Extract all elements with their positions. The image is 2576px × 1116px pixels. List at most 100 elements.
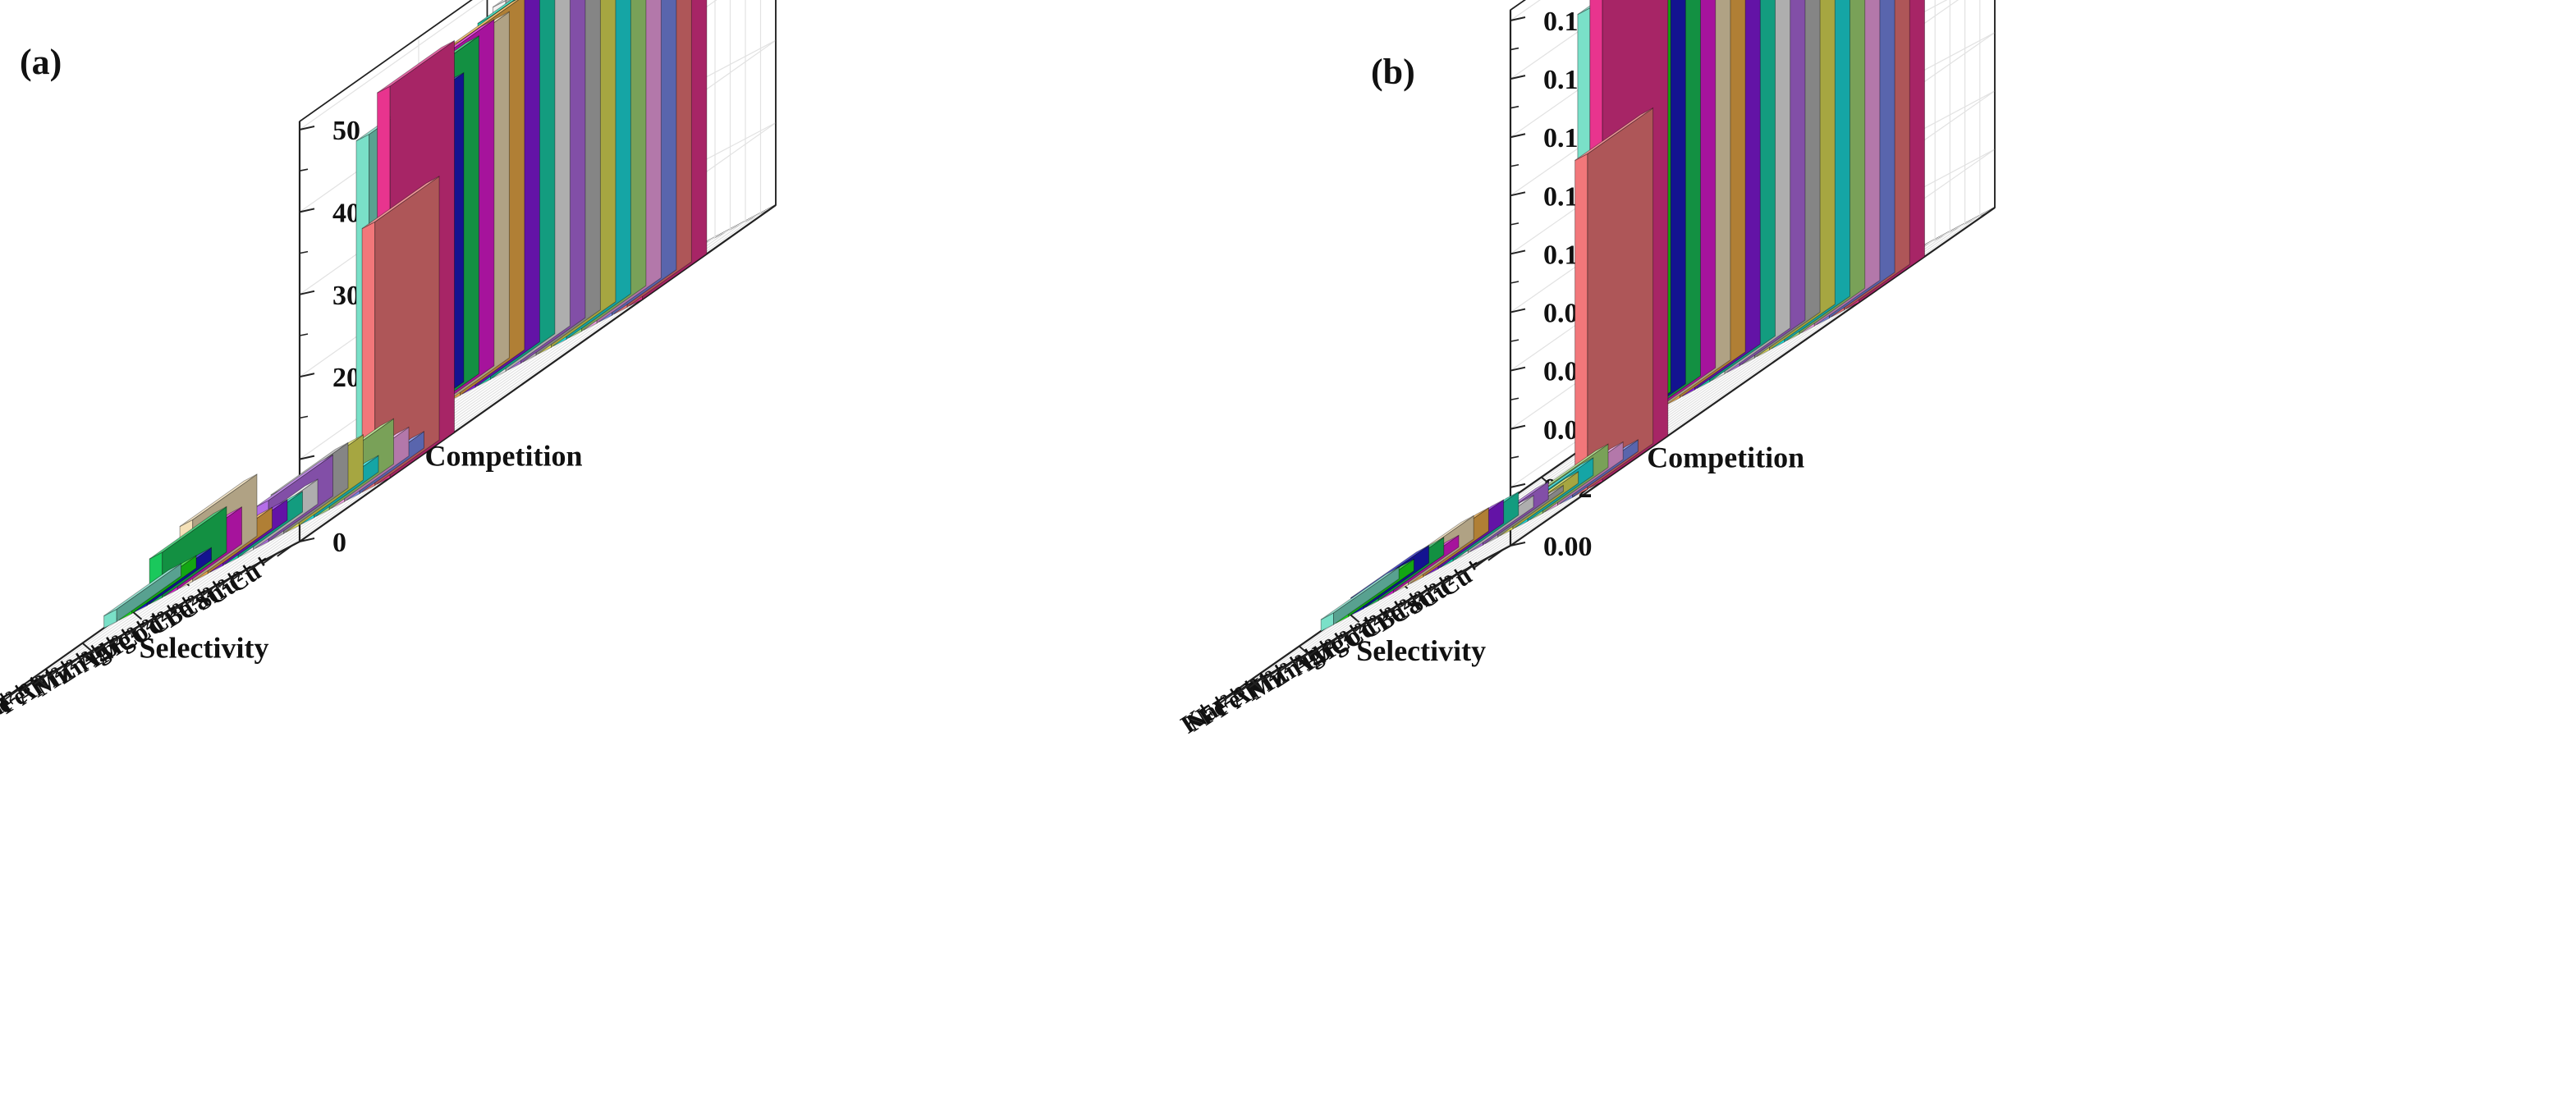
- value-tick: [1510, 542, 1526, 547]
- category-tick: [18, 680, 34, 693]
- bar-top-face: [1574, 107, 1653, 161]
- value-tick: [1510, 133, 1526, 139]
- bar-top-face: [270, 442, 349, 496]
- axis-line: [1510, 207, 1996, 547]
- bar-selectivity-18: [1320, 566, 1400, 633]
- category-tick: [1413, 588, 1429, 601]
- category-tick: [1218, 692, 1235, 705]
- category-tick: [1442, 573, 1459, 585]
- value-minor-tick: [1510, 163, 1519, 167]
- category-tick: [1293, 652, 1309, 665]
- value-minor-tick: [1510, 281, 1519, 284]
- category-tick: [261, 552, 277, 565]
- category-tick: [1249, 676, 1265, 688]
- bar-front-face: [1574, 153, 1588, 497]
- bar-side-face: [1587, 107, 1654, 491]
- value-tick: [1510, 249, 1526, 255]
- category-tick: [186, 592, 202, 606]
- category-tick: [216, 577, 232, 589]
- category-tick: [1278, 660, 1295, 673]
- bar-top-face: [477, 0, 516, 24]
- depth-tick: [81, 642, 95, 654]
- bar-top-face: [255, 454, 333, 508]
- panel-b: (b) 0.000.020.040.060.080.100.120.140.16…: [1176, 0, 1996, 739]
- category-tick: [170, 601, 186, 613]
- value-tick-label: 20: [332, 363, 360, 393]
- category-tick: [155, 609, 172, 621]
- category-tick: [1338, 629, 1354, 641]
- y-gridline: [299, 0, 484, 130]
- bar-top-face: [361, 176, 440, 229]
- value-minor-tick: [299, 250, 309, 254]
- bar-top-face: [493, 0, 507, 8]
- category-tick: [1353, 620, 1369, 633]
- depth-tick: [1250, 679, 1263, 691]
- value-tick: [1510, 191, 1526, 197]
- category-tick: [1323, 636, 1340, 649]
- category-tick: [34, 673, 50, 685]
- category-tick: [1233, 684, 1250, 697]
- depth-tick: [1299, 645, 1312, 657]
- bar-selectivity-1: [361, 176, 440, 493]
- category-tick: [1473, 556, 1489, 569]
- value-tick: [299, 537, 315, 542]
- bar-top-face: [103, 563, 181, 616]
- depth-tick: [34, 675, 48, 688]
- value-minor-tick: [1510, 222, 1519, 226]
- category-tick: [48, 665, 65, 677]
- category-tick: [1382, 604, 1400, 617]
- value-minor-tick: [1510, 47, 1519, 51]
- panel-b-label: (b): [1371, 52, 1415, 92]
- category-tick: [1368, 612, 1384, 625]
- depth-axis: Selectivity Competition: [1250, 375, 1804, 691]
- value-tick: [299, 455, 315, 460]
- category-tick: [200, 584, 217, 597]
- bar-top-face: [1350, 545, 1429, 598]
- axis-line: [299, 204, 777, 542]
- depth-row-label: Selectivity: [140, 631, 269, 664]
- depth-axis: Selectivity Competition: [34, 373, 583, 688]
- depth-row-label: Selectivity: [1356, 634, 1486, 667]
- value-tick: [1510, 308, 1526, 313]
- panel-b-plot: 0.000.020.040.060.080.100.120.140.160.18…: [1176, 0, 1996, 739]
- value-tick: [1510, 366, 1526, 372]
- category-tick: [94, 641, 111, 653]
- category-tick: [109, 633, 126, 645]
- bars: [1320, 0, 1925, 633]
- bar-top-face: [1320, 566, 1400, 620]
- panel-a: (a) 01020304050I586nm/I428nmCu⁺Cu²⁺Sn²⁺C…: [0, 0, 777, 735]
- category-tick: [1457, 565, 1474, 578]
- value-tick: [1510, 483, 1526, 488]
- depth-row-label: Competition: [425, 439, 583, 472]
- value-minor-tick: [299, 333, 309, 336]
- value-tick-label: 30: [332, 281, 360, 311]
- box-edge: [299, 0, 473, 122]
- value-tick: [1510, 16, 1526, 21]
- bar-top-face: [179, 473, 258, 527]
- value-minor-tick: [1510, 339, 1519, 342]
- value-minor-tick: [1510, 455, 1519, 460]
- value-tick: [299, 126, 315, 130]
- value-tick-label: 0: [332, 528, 346, 558]
- value-tick: [299, 208, 315, 213]
- value-tick: [1510, 424, 1526, 430]
- value-tick-label: 50: [332, 116, 360, 146]
- category-tick: [246, 560, 263, 574]
- category-tick: [140, 616, 156, 629]
- value-minor-tick: [299, 415, 309, 419]
- value-tick: [299, 290, 315, 295]
- bar-top-face: [149, 506, 227, 560]
- category-tick: [231, 569, 247, 581]
- category-tick: [1308, 644, 1325, 657]
- value-tick-label: 40: [332, 198, 360, 228]
- category-tick: [1263, 668, 1280, 681]
- bar-selectivity-1: [1574, 107, 1654, 497]
- depth-row-label: Competition: [1647, 441, 1804, 474]
- value-tick: [299, 373, 315, 378]
- category-tick: [1428, 580, 1444, 593]
- bar-selectivity-18: [103, 562, 181, 629]
- category-tick: [1487, 549, 1504, 561]
- value-minor-tick: [1510, 397, 1519, 401]
- category-tick: [125, 624, 141, 638]
